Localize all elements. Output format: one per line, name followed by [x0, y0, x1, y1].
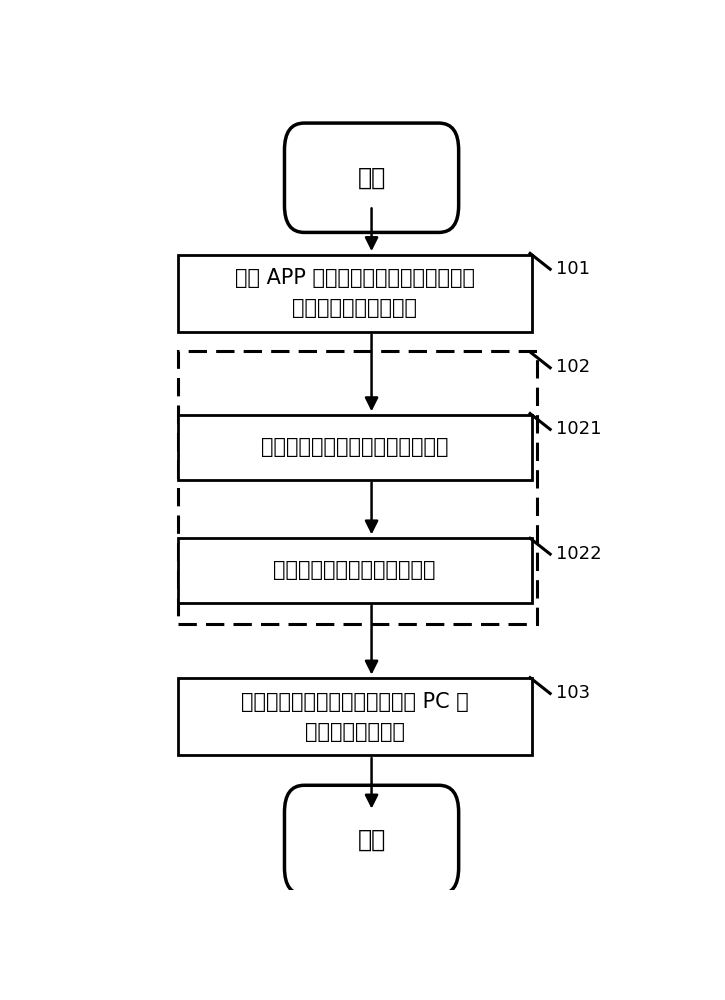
Bar: [178, 538, 531, 603]
FancyBboxPatch shape: [284, 123, 459, 232]
Text: 通过哈希算法生成传感器指纹: 通过哈希算法生成传感器指纹: [273, 560, 436, 580]
Bar: [178, 415, 531, 480]
Text: 根据传感器指纹判断设备是否为 PC 上
伪造的手机移动端: 根据传感器指纹判断设备是否为 PC 上 伪造的手机移动端: [241, 692, 468, 742]
Bar: [178, 351, 537, 624]
Text: 103: 103: [556, 684, 590, 702]
Text: 101: 101: [556, 260, 590, 278]
Text: 1022: 1022: [556, 545, 602, 563]
Text: 102: 102: [556, 358, 590, 376]
Bar: [178, 255, 531, 332]
Text: 1021: 1021: [556, 420, 601, 438]
Text: 结束: 结束: [357, 828, 386, 852]
Text: 获取 APP 运行设备的传感器设备属性和
传感器产生的特征信号: 获取 APP 运行设备的传感器设备属性和 传感器产生的特征信号: [235, 268, 475, 318]
Text: 计算运行设备的各类传感器的指标: 计算运行设备的各类传感器的指标: [261, 437, 449, 457]
Bar: [178, 678, 531, 755]
Text: 开始: 开始: [357, 166, 386, 190]
FancyBboxPatch shape: [284, 785, 459, 895]
